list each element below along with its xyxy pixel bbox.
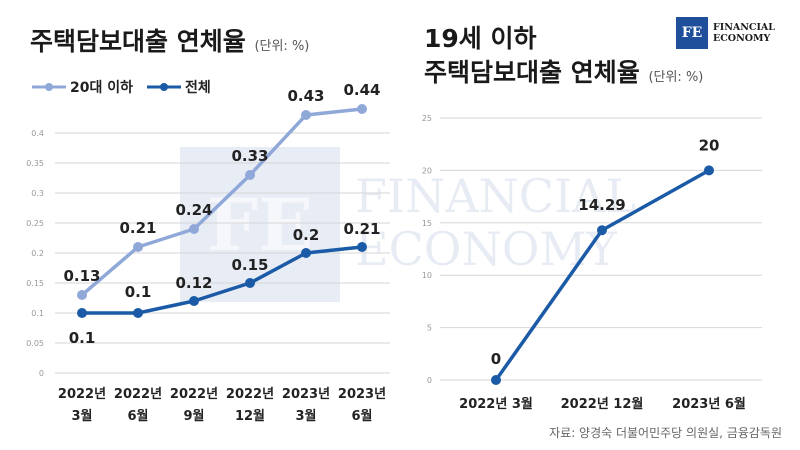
left-x-tick-label: 2022년 xyxy=(58,387,106,402)
left-data-point xyxy=(245,170,255,180)
left-x-tick-label: 2022년 xyxy=(170,387,218,402)
left-data-label: 0.12 xyxy=(175,274,212,292)
left-x-tick-label: 9월 xyxy=(183,408,204,424)
left-chart-title-text: 주택담보대출 연체율 xyxy=(30,27,246,56)
left-data-label: 0.21 xyxy=(119,219,156,237)
brand-logo: FE FINANCIAL ECONOMY xyxy=(676,17,775,49)
left-x-tick-label: 12월 xyxy=(235,408,265,424)
right-y-tick-label: 5 xyxy=(427,324,432,333)
left-data-point xyxy=(133,308,143,318)
left-data-label: 0.44 xyxy=(343,81,380,99)
right-y-tick-label: 20 xyxy=(422,166,432,175)
legend-label-20s: 20대 이하 xyxy=(70,80,133,96)
left-chart-unit: (단위: %) xyxy=(254,39,310,54)
left-series-line xyxy=(80,107,363,297)
brand-logo-line1: FINANCIAL xyxy=(713,22,775,33)
left-y-tick-label: 0.25 xyxy=(26,219,44,228)
left-y-tick-label: 0.15 xyxy=(26,279,44,288)
left-x-tick-label: 2022년 xyxy=(226,387,274,402)
left-data-label: 0.15 xyxy=(231,256,268,274)
right-chart-title-line2: 주택담보대출 연체율 xyxy=(424,58,640,87)
left-data-label: 0.13 xyxy=(63,267,100,285)
left-data-point xyxy=(133,242,143,252)
right-x-tick-label: 2022년 12월 xyxy=(561,396,644,412)
left-data-point xyxy=(301,248,311,258)
right-chart-title: 19세 이하 주택담보대출 연체율 (단위: %) xyxy=(424,22,703,95)
right-x-tick-label: 2023년 6월 xyxy=(672,396,746,412)
left-x-tick-label: 3월 xyxy=(295,408,316,424)
source-note: 자료: 양경숙 더불어민주당 의원실, 금융감독원 xyxy=(549,426,782,440)
right-chart-title-line1: 19세 이하 xyxy=(424,24,537,53)
right-data-point xyxy=(704,165,714,176)
left-data-label: 0.2 xyxy=(293,226,320,244)
left-data-label: 0.1 xyxy=(69,329,96,347)
left-y-tick-label: 0.1 xyxy=(31,309,44,318)
left-data-label: 0.33 xyxy=(231,147,268,165)
left-y-tick-label: 0.35 xyxy=(26,159,44,168)
right-y-tick-label: 0 xyxy=(427,376,432,385)
left-x-tick-label: 2022년 xyxy=(114,387,162,402)
left-x-tick-label: 2023년 xyxy=(338,387,386,402)
right-chart-unit: (단위: %) xyxy=(648,70,704,85)
left-data-point xyxy=(189,224,199,234)
right-data-label: 14.29 xyxy=(578,196,625,214)
left-data-label: 0.43 xyxy=(287,87,324,105)
left-y-tick-label: 0.05 xyxy=(26,339,44,348)
right-data-label: 20 xyxy=(699,136,720,154)
legend-label-total: 전체 xyxy=(185,80,211,96)
right-x-tick-label: 2022년 3월 xyxy=(459,396,533,412)
legend-swatch-20s xyxy=(32,83,66,91)
left-data-label: 0.24 xyxy=(175,201,212,219)
left-data-point xyxy=(77,308,87,318)
left-data-point xyxy=(301,110,311,120)
brand-logo-mark: FE xyxy=(676,17,708,49)
left-y-tick-label: 0 xyxy=(39,369,44,378)
left-data-label: 0.21 xyxy=(343,220,380,238)
left-data-point xyxy=(245,278,255,288)
right-data-point xyxy=(597,225,607,236)
left-x-tick-label: 2023년 xyxy=(282,387,330,402)
left-x-tick-label: 3월 xyxy=(71,408,92,424)
left-chart-title: 주택담보대출 연체율 (단위: %) xyxy=(30,22,309,58)
legend-item-20s: 20대 이하 xyxy=(32,77,133,97)
left-x-tick-label: 6월 xyxy=(351,408,372,424)
right-data-point xyxy=(491,375,501,385)
left-y-tick-label: 0.2 xyxy=(31,249,44,258)
left-data-label: 0.1 xyxy=(125,283,152,301)
left-chart-legend: 20대 이하 전체 xyxy=(22,70,218,104)
right-data-label: 0 xyxy=(491,350,501,368)
left-x-tick-label: 6월 xyxy=(127,408,148,424)
legend-item-total: 전체 xyxy=(147,77,211,97)
legend-swatch-total xyxy=(147,83,181,91)
left-y-tick-label: 0.4 xyxy=(31,129,44,138)
brand-logo-line2: ECONOMY xyxy=(713,33,771,44)
right-y-tick-label: 25 xyxy=(422,114,432,123)
right-y-tick-label: 10 xyxy=(422,271,432,280)
left-data-point xyxy=(357,242,367,252)
left-y-tick-label: 0.3 xyxy=(31,189,44,198)
left-data-point xyxy=(77,290,87,300)
right-y-tick-label: 15 xyxy=(422,219,432,228)
left-series-line xyxy=(82,245,363,315)
left-data-point xyxy=(189,296,199,306)
left-data-point xyxy=(357,104,367,114)
